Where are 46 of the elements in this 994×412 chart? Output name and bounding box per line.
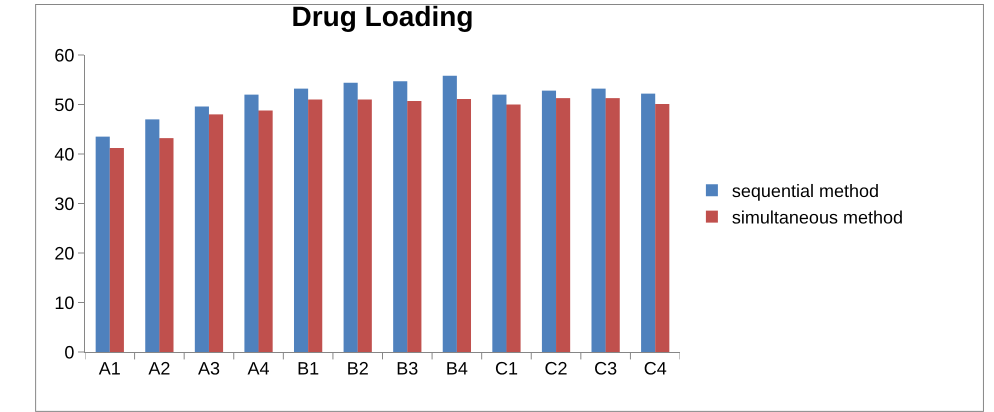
x-tick-label: A3 bbox=[198, 358, 220, 379]
bar bbox=[258, 110, 273, 352]
y-tick-label: 60 bbox=[54, 45, 74, 66]
bar bbox=[344, 82, 358, 352]
legend-label: sequential method bbox=[732, 181, 880, 202]
x-tick-label: B1 bbox=[297, 358, 320, 379]
bar bbox=[606, 98, 620, 352]
bar bbox=[96, 136, 110, 352]
bar bbox=[542, 90, 556, 352]
x-tick-label: C3 bbox=[594, 358, 618, 379]
bar bbox=[244, 94, 259, 352]
x-tick-label: C1 bbox=[494, 358, 518, 379]
bar bbox=[145, 119, 160, 352]
bar bbox=[492, 94, 506, 352]
x-tick-label: B2 bbox=[346, 358, 369, 379]
y-tick-label: 30 bbox=[54, 194, 74, 214]
bar bbox=[393, 81, 408, 352]
bar bbox=[159, 138, 174, 352]
y-tick-label: 10 bbox=[54, 292, 74, 313]
bar bbox=[358, 100, 372, 352]
bar bbox=[308, 100, 322, 352]
y-tick-label: 0 bbox=[64, 342, 74, 362]
x-tick-label: C2 bbox=[544, 358, 568, 379]
y-tick-label: 50 bbox=[54, 94, 74, 115]
x-tick-label: C4 bbox=[644, 358, 667, 379]
x-tick-label: A4 bbox=[248, 358, 270, 379]
bar bbox=[110, 148, 124, 352]
bar bbox=[407, 101, 422, 352]
bar bbox=[591, 88, 606, 352]
bar bbox=[655, 104, 670, 352]
x-tick-label: B3 bbox=[396, 358, 418, 379]
bar bbox=[641, 94, 656, 352]
y-tick-label: 20 bbox=[54, 243, 74, 264]
bar bbox=[442, 76, 457, 352]
bar bbox=[208, 114, 224, 352]
x-tick-label: A1 bbox=[98, 358, 121, 379]
chart-title: Drug Loading bbox=[292, 0, 474, 32]
bar bbox=[506, 104, 521, 352]
x-tick-label: A2 bbox=[148, 358, 170, 379]
x-tick-label: B4 bbox=[446, 358, 468, 379]
legend-label: simultaneous method bbox=[732, 208, 904, 228]
bar bbox=[294, 88, 308, 352]
bar bbox=[556, 98, 570, 352]
bar bbox=[194, 106, 209, 352]
bar bbox=[456, 99, 472, 352]
y-tick-label: 40 bbox=[54, 144, 74, 164]
